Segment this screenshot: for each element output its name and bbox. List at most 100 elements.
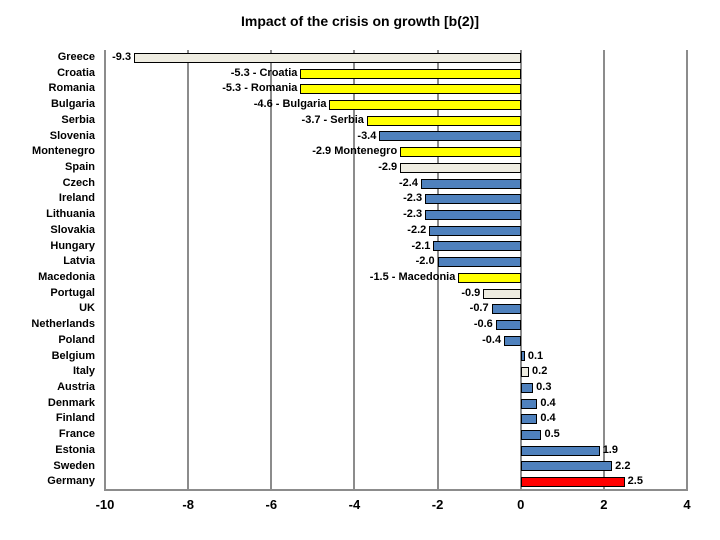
gridline-x--10 bbox=[104, 50, 106, 490]
data-label-finland: 0.4 bbox=[540, 412, 556, 425]
category-label-denmark: Denmark bbox=[47, 396, 95, 409]
gridline-x-0 bbox=[519, 50, 522, 490]
gridline-x--6 bbox=[270, 50, 273, 490]
data-label-macedonia: -1.5 - Macedonia bbox=[369, 271, 456, 283]
data-label-slovenia: -3.4 bbox=[357, 129, 377, 142]
bar-slovakia bbox=[429, 225, 521, 236]
x-tick-label: 0 bbox=[517, 497, 525, 512]
x-tick-label: -2 bbox=[431, 497, 444, 512]
data-label-montenegro: -2.9 Montenegro bbox=[312, 145, 398, 158]
category-label-austria: Austria bbox=[57, 381, 95, 393]
category-label-lithuania: Lithuania bbox=[46, 208, 95, 221]
category-label-hungary: Hungary bbox=[50, 239, 95, 252]
bar-uk bbox=[491, 304, 521, 315]
bar-france bbox=[520, 430, 542, 440]
category-label-latvia: Latvia bbox=[63, 255, 95, 268]
data-label-uk: -0.7 bbox=[469, 302, 489, 315]
bar-montenegro bbox=[400, 147, 521, 158]
bar-belgium bbox=[520, 351, 525, 362]
bar-italy bbox=[520, 367, 530, 378]
x-tick-label: -4 bbox=[348, 497, 361, 512]
category-label-italy: Italy bbox=[72, 365, 95, 378]
category-label-sweden: Sweden bbox=[53, 459, 95, 472]
bar-serbia bbox=[366, 115, 521, 126]
category-label-belgium: Belgium bbox=[51, 349, 95, 362]
category-label-slovakia: Slovakia bbox=[50, 223, 95, 236]
gridline-x-2 bbox=[602, 50, 605, 490]
bar-finland bbox=[520, 414, 538, 425]
bar-czech bbox=[420, 178, 521, 189]
data-label-latvia: -2.0 bbox=[415, 255, 435, 268]
data-label-estonia: 1.9 bbox=[602, 443, 618, 456]
data-label-germany: 2.5 bbox=[627, 475, 643, 488]
data-label-serbia: -3.7 - Serbia bbox=[301, 113, 364, 126]
bar-ireland bbox=[425, 194, 521, 205]
bar-germany bbox=[520, 477, 625, 488]
data-label-czech: -2.4 bbox=[398, 176, 418, 189]
category-label-netherlands: Netherlands bbox=[31, 318, 95, 331]
category-label-portugal: Portugal bbox=[50, 286, 95, 299]
x-tick-label: 2 bbox=[600, 497, 608, 512]
category-label-macedonia: Macedonia bbox=[38, 271, 95, 283]
bar-bulgaria bbox=[329, 100, 521, 110]
category-label-uk: UK bbox=[79, 302, 95, 315]
bar-latvia bbox=[437, 257, 521, 268]
bar-estonia bbox=[520, 445, 600, 456]
data-label-poland: -0.4 bbox=[482, 333, 502, 346]
data-label-lithuania: -2.3 bbox=[403, 208, 423, 221]
data-label-romania: -5.3 - Romania bbox=[222, 82, 298, 95]
category-label-greece: Greece bbox=[57, 51, 95, 63]
data-label-hungary: -2.1 bbox=[411, 239, 431, 252]
data-label-austria: 0.3 bbox=[536, 381, 552, 393]
category-label-slovenia: Slovenia bbox=[49, 129, 95, 142]
bar-netherlands bbox=[495, 320, 521, 330]
data-label-sweden: 2.2 bbox=[615, 459, 631, 472]
bar-spain bbox=[400, 162, 521, 173]
data-label-slovakia: -2.2 bbox=[407, 223, 427, 236]
x-axis-line bbox=[104, 489, 688, 491]
category-label-montenegro: Montenegro bbox=[32, 145, 95, 158]
category-label-ireland: Ireland bbox=[58, 192, 95, 205]
data-label-italy: 0.2 bbox=[532, 365, 548, 378]
category-label-bulgaria: Bulgaria bbox=[50, 98, 95, 111]
bar-poland bbox=[504, 335, 521, 346]
category-label-germany: Germany bbox=[47, 475, 95, 488]
category-label-estonia: Estonia bbox=[55, 443, 95, 456]
category-label-finland: Finland bbox=[55, 412, 95, 425]
category-label-romania: Romania bbox=[48, 82, 95, 95]
bar-austria bbox=[520, 382, 534, 393]
data-label-ireland: -2.3 bbox=[403, 192, 423, 205]
bar-sweden bbox=[520, 461, 613, 472]
data-label-croatia: -5.3 - Croatia bbox=[230, 66, 298, 79]
x-tick-label: 4 bbox=[683, 497, 691, 512]
bar-slovenia bbox=[379, 131, 521, 142]
x-tick-label: -6 bbox=[265, 497, 278, 512]
data-label-belgium: 0.1 bbox=[527, 349, 544, 362]
gridline-x--2 bbox=[436, 50, 439, 490]
category-label-serbia: Serbia bbox=[61, 113, 95, 126]
bar-greece bbox=[134, 52, 521, 63]
bar-lithuania bbox=[425, 210, 521, 220]
data-label-bulgaria: -4.6 - Bulgaria bbox=[253, 98, 327, 111]
category-label-czech: Czech bbox=[62, 176, 95, 189]
bar-portugal bbox=[483, 288, 521, 299]
bar-denmark bbox=[520, 398, 538, 409]
bar-croatia bbox=[300, 68, 521, 79]
bar-hungary bbox=[433, 241, 521, 252]
data-label-spain: -2.9 bbox=[378, 161, 398, 173]
category-label-poland: Poland bbox=[58, 333, 95, 346]
bar-romania bbox=[300, 84, 521, 95]
data-label-netherlands: -0.6 bbox=[473, 318, 493, 331]
data-label-france: 0.5 bbox=[544, 428, 560, 441]
data-label-denmark: 0.4 bbox=[540, 396, 556, 409]
x-tick-label: -10 bbox=[95, 497, 115, 512]
data-label-greece: -9.3 bbox=[112, 51, 132, 63]
x-tick-label: -8 bbox=[182, 497, 194, 512]
bar-macedonia bbox=[458, 272, 521, 283]
gridline-x-4 bbox=[686, 50, 688, 490]
gridline-x--4 bbox=[353, 50, 356, 490]
category-label-croatia: Croatia bbox=[57, 66, 95, 79]
category-label-spain: Spain bbox=[65, 161, 95, 173]
category-label-france: France bbox=[58, 428, 95, 441]
